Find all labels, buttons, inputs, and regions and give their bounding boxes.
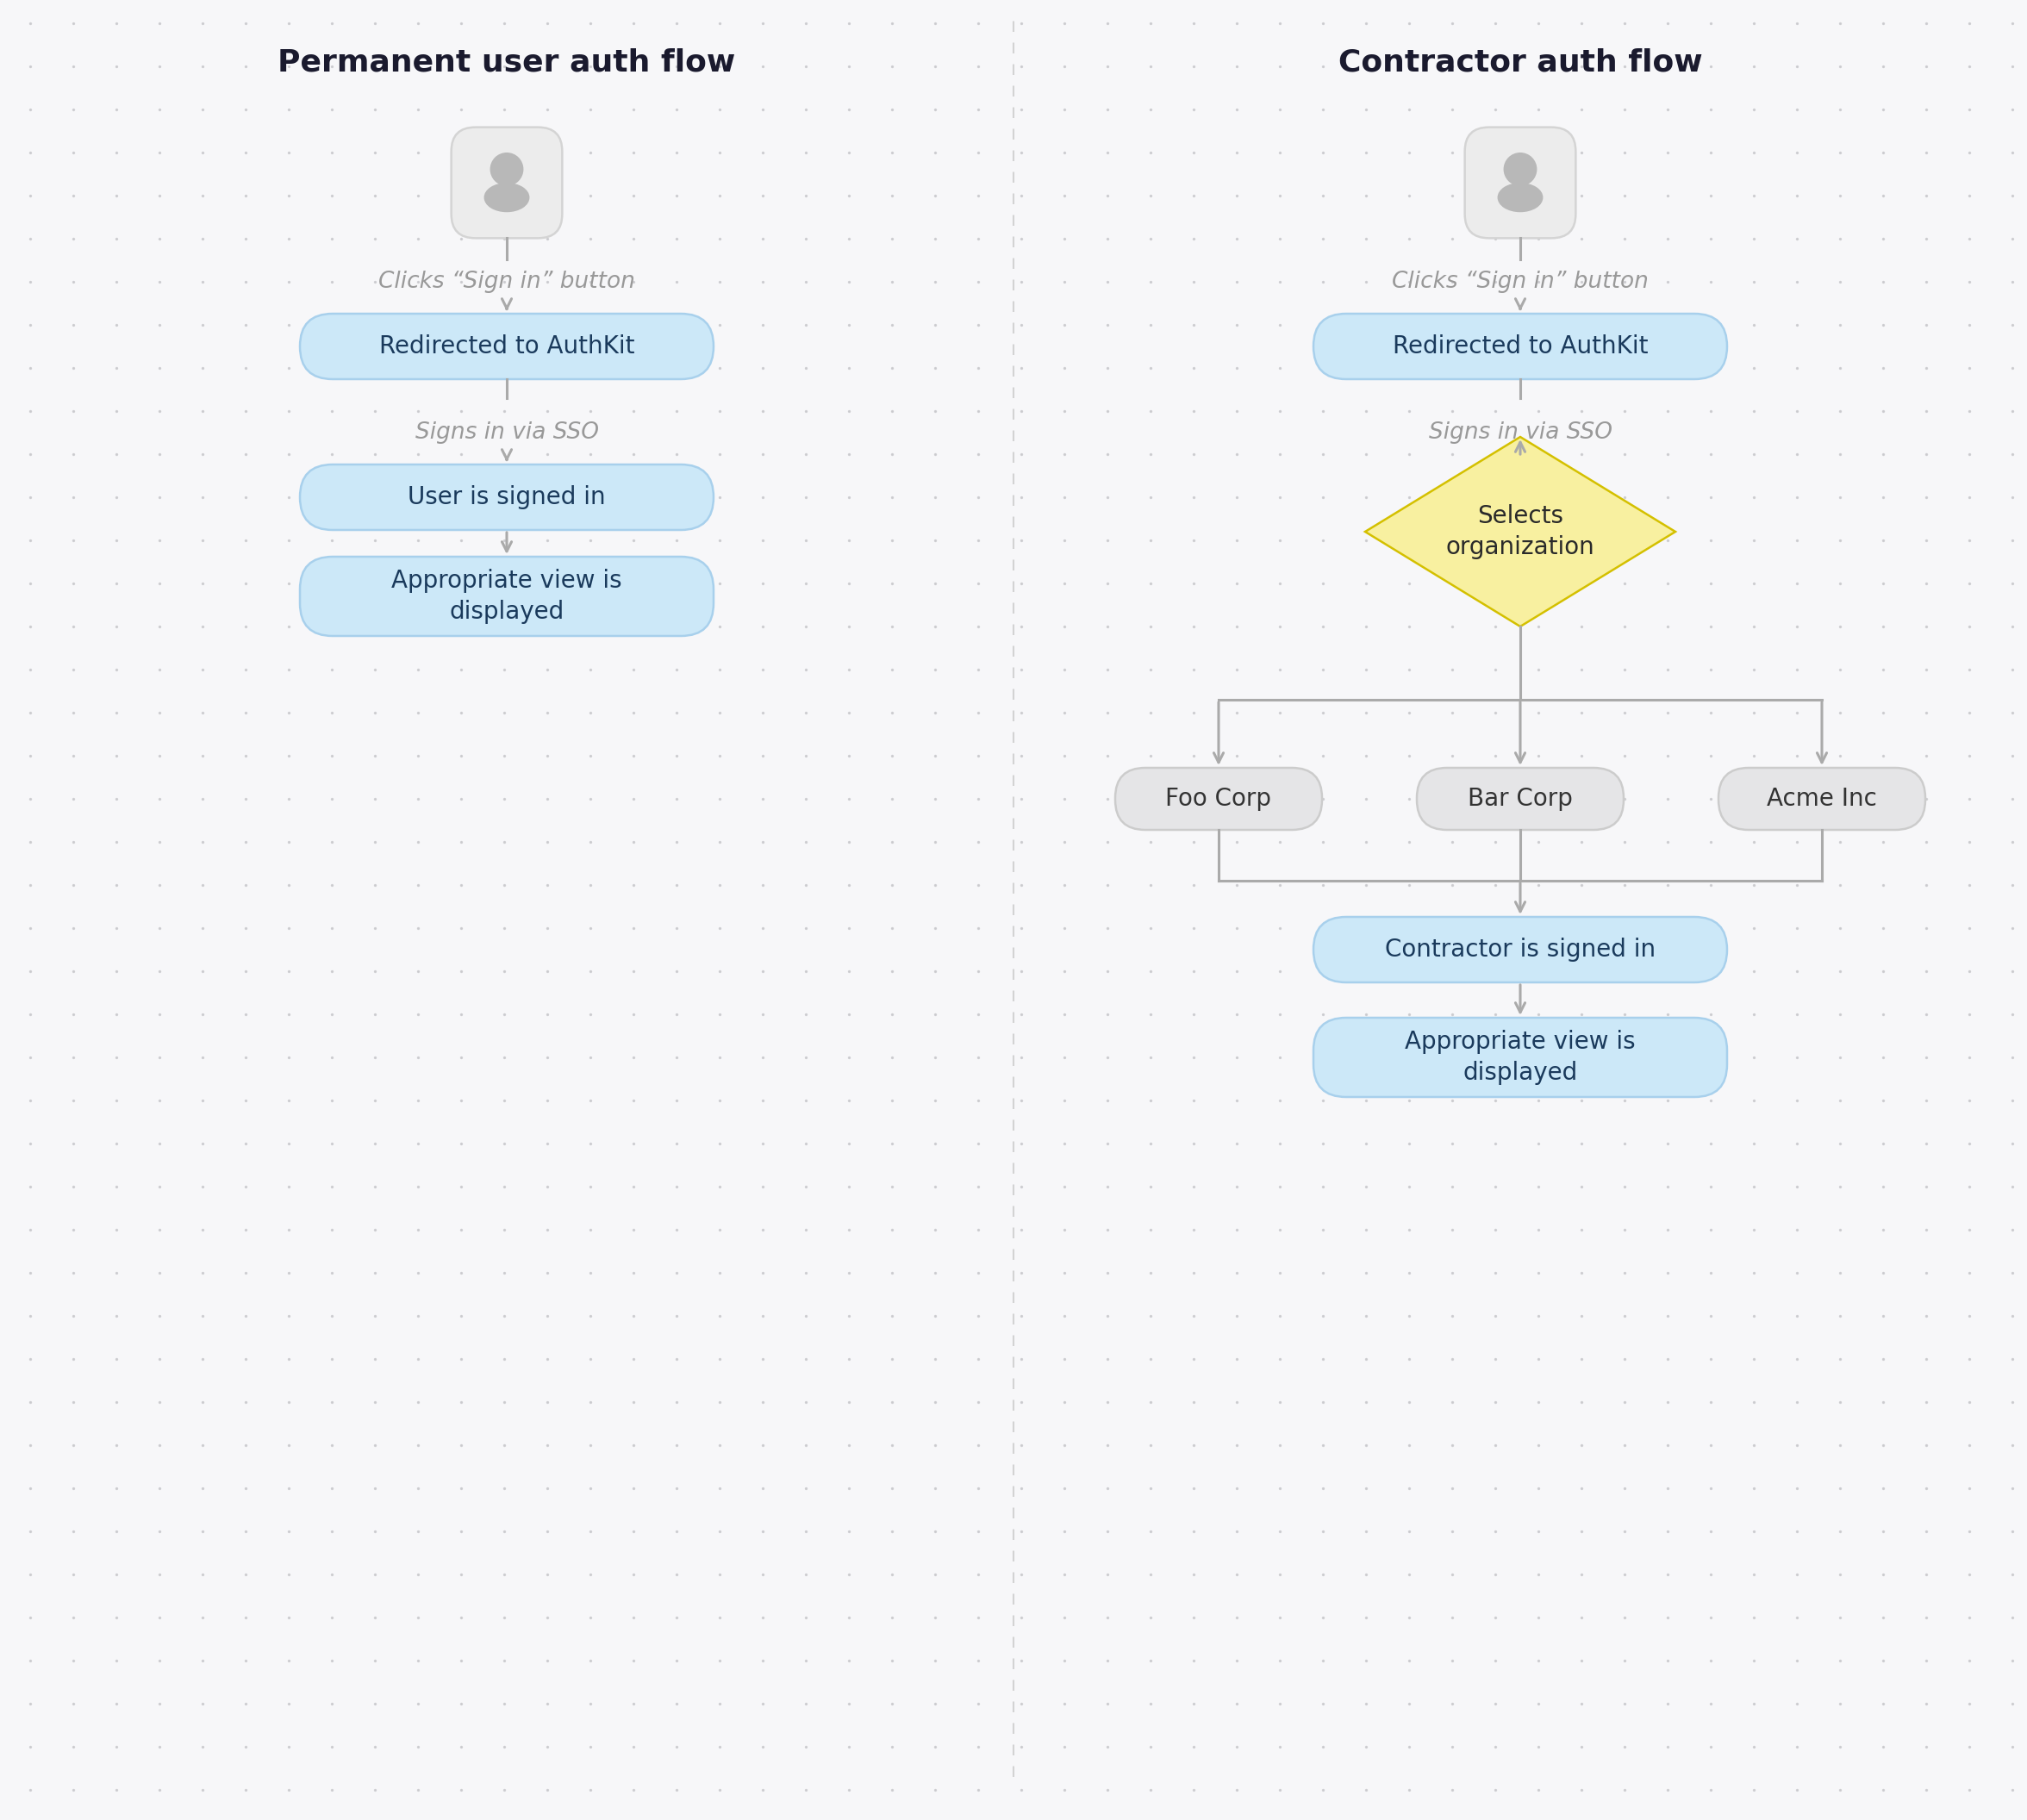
Text: Appropriate view is
displayed: Appropriate view is displayed <box>391 568 622 624</box>
Text: User is signed in: User is signed in <box>407 486 606 510</box>
Text: Redirected to AuthKit: Redirected to AuthKit <box>1393 335 1648 359</box>
FancyBboxPatch shape <box>1313 313 1727 379</box>
Circle shape <box>1504 153 1536 186</box>
FancyBboxPatch shape <box>1313 1017 1727 1097</box>
Polygon shape <box>1364 437 1676 626</box>
Text: Contractor is signed in: Contractor is signed in <box>1384 937 1656 961</box>
Text: Clicks “Sign in” button: Clicks “Sign in” button <box>1393 271 1648 293</box>
FancyBboxPatch shape <box>1313 917 1727 983</box>
Text: Acme Inc: Acme Inc <box>1768 786 1877 812</box>
Text: Redirected to AuthKit: Redirected to AuthKit <box>379 335 634 359</box>
FancyBboxPatch shape <box>300 313 714 379</box>
Text: Appropriate view is
displayed: Appropriate view is displayed <box>1405 1030 1636 1085</box>
Text: Signs in via SSO: Signs in via SSO <box>1429 422 1611 444</box>
Text: Signs in via SSO: Signs in via SSO <box>416 422 598 444</box>
Circle shape <box>491 153 523 186</box>
FancyBboxPatch shape <box>452 127 561 238</box>
FancyBboxPatch shape <box>1466 127 1575 238</box>
Text: Bar Corp: Bar Corp <box>1468 786 1573 812</box>
FancyBboxPatch shape <box>300 557 714 635</box>
Text: Clicks “Sign in” button: Clicks “Sign in” button <box>379 271 634 293</box>
Text: Contractor auth flow: Contractor auth flow <box>1338 47 1703 76</box>
FancyBboxPatch shape <box>1417 768 1624 830</box>
FancyBboxPatch shape <box>1115 768 1322 830</box>
FancyBboxPatch shape <box>300 464 714 530</box>
Ellipse shape <box>484 184 529 211</box>
Ellipse shape <box>1498 184 1543 211</box>
Text: Selects
organization: Selects organization <box>1445 504 1595 559</box>
Text: Permanent user auth flow: Permanent user auth flow <box>278 47 736 76</box>
Text: Foo Corp: Foo Corp <box>1166 786 1271 812</box>
FancyBboxPatch shape <box>1719 768 1926 830</box>
